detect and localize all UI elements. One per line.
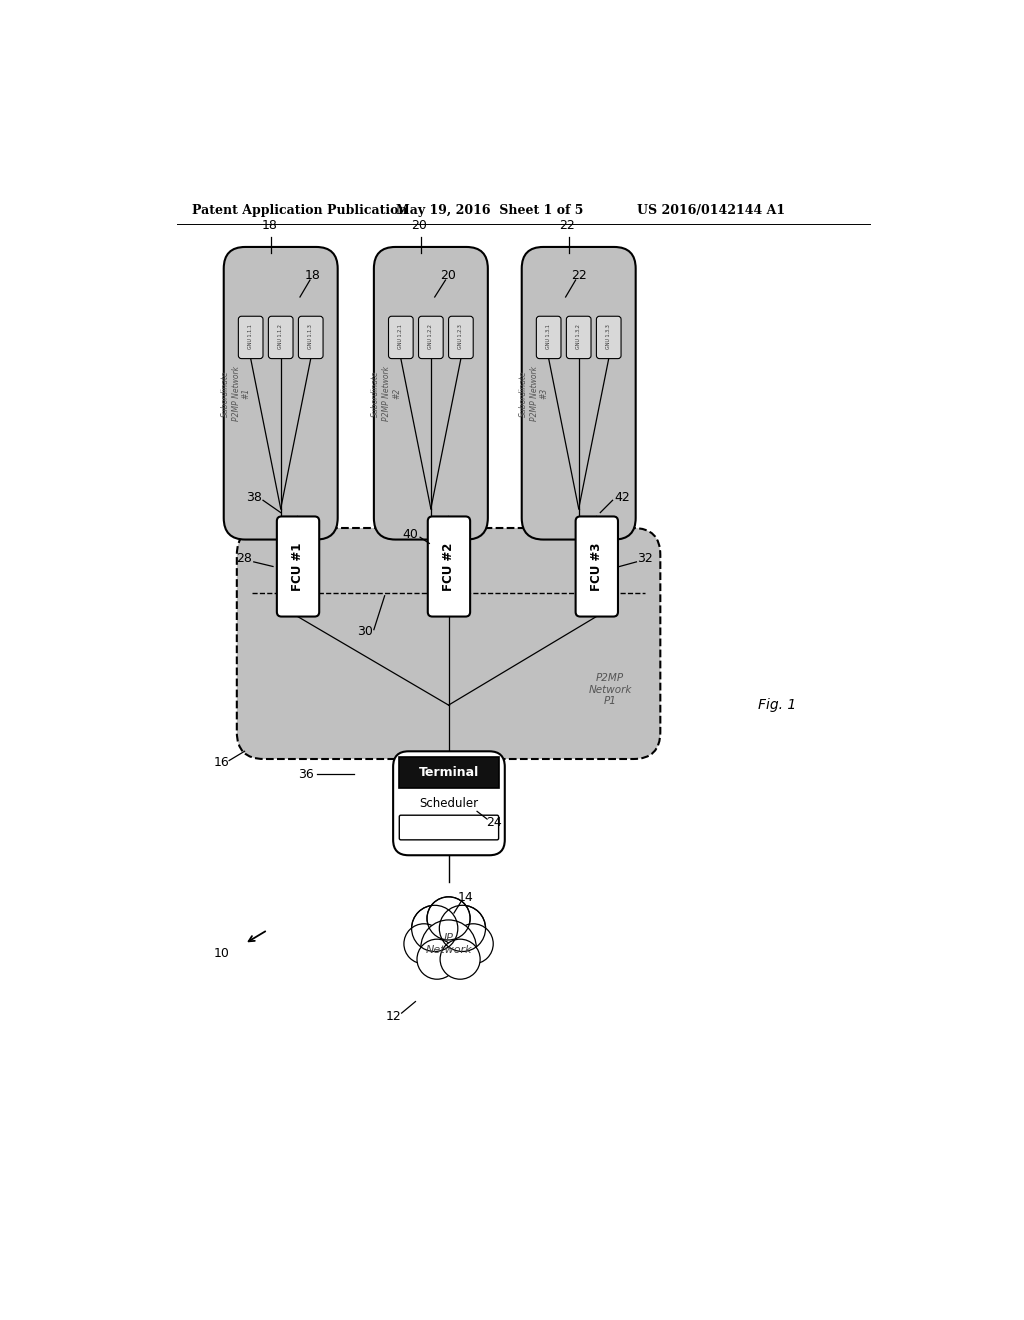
Text: GNU 1.1.3: GNU 1.1.3 <box>308 325 313 350</box>
Text: GNU 1.3.3: GNU 1.3.3 <box>606 325 611 350</box>
FancyBboxPatch shape <box>399 816 499 840</box>
Text: P2MP
Network
P1: P2MP Network P1 <box>589 673 632 706</box>
Text: FCU #3: FCU #3 <box>590 543 603 590</box>
FancyBboxPatch shape <box>374 247 487 540</box>
Text: 16: 16 <box>214 756 229 770</box>
Text: GNU 1.3.2: GNU 1.3.2 <box>577 325 582 350</box>
Text: 42: 42 <box>614 491 630 504</box>
Text: 32: 32 <box>637 552 652 565</box>
FancyBboxPatch shape <box>276 516 319 616</box>
Text: GNU 1.2.2: GNU 1.2.2 <box>428 325 433 350</box>
FancyBboxPatch shape <box>575 516 617 616</box>
FancyBboxPatch shape <box>596 317 621 359</box>
FancyBboxPatch shape <box>237 528 660 759</box>
Text: Patent Application Publication: Patent Application Publication <box>193 205 408 218</box>
Text: IP
Network: IP Network <box>425 933 472 954</box>
Text: 14: 14 <box>458 891 473 904</box>
Text: 38: 38 <box>246 491 262 504</box>
Text: US 2016/0142144 A1: US 2016/0142144 A1 <box>637 205 785 218</box>
Circle shape <box>417 940 457 979</box>
Text: 24: 24 <box>486 816 502 829</box>
Text: 30: 30 <box>357 626 374 639</box>
FancyBboxPatch shape <box>449 317 473 359</box>
FancyBboxPatch shape <box>428 516 470 616</box>
Text: 40: 40 <box>402 528 418 541</box>
Text: GNU 1.3.1: GNU 1.3.1 <box>546 325 551 350</box>
Circle shape <box>454 924 494 964</box>
Circle shape <box>439 906 485 952</box>
Circle shape <box>427 896 470 940</box>
FancyBboxPatch shape <box>393 751 505 855</box>
FancyBboxPatch shape <box>566 317 591 359</box>
FancyBboxPatch shape <box>388 317 413 359</box>
Text: Subordinate
P2MP Network
#1: Subordinate P2MP Network #1 <box>221 366 251 421</box>
Circle shape <box>440 940 480 979</box>
Text: GNU 1.2.1: GNU 1.2.1 <box>398 325 403 350</box>
FancyBboxPatch shape <box>419 317 443 359</box>
Text: Scheduler: Scheduler <box>419 797 478 810</box>
Text: Subordinate
P2MP Network
#2: Subordinate P2MP Network #2 <box>372 366 401 421</box>
Text: 12: 12 <box>386 1010 401 1023</box>
Text: 22: 22 <box>570 269 587 282</box>
FancyBboxPatch shape <box>298 317 323 359</box>
Text: Subordinate
P2MP Network
#3: Subordinate P2MP Network #3 <box>519 366 549 421</box>
FancyBboxPatch shape <box>223 247 338 540</box>
Text: 18: 18 <box>304 269 321 282</box>
Text: 22: 22 <box>559 219 575 232</box>
Text: 20: 20 <box>440 269 456 282</box>
Circle shape <box>421 920 476 975</box>
Text: Fig. 1: Fig. 1 <box>758 698 797 711</box>
FancyBboxPatch shape <box>239 317 263 359</box>
Text: 20: 20 <box>412 219 427 232</box>
Text: 28: 28 <box>237 552 253 565</box>
Text: May 19, 2016  Sheet 1 of 5: May 19, 2016 Sheet 1 of 5 <box>396 205 584 218</box>
FancyBboxPatch shape <box>537 317 561 359</box>
Circle shape <box>403 924 444 964</box>
Text: GNU 1.1.1: GNU 1.1.1 <box>248 325 253 350</box>
Text: 18: 18 <box>261 219 278 232</box>
FancyBboxPatch shape <box>268 317 293 359</box>
Text: 10: 10 <box>213 946 229 960</box>
Text: 36: 36 <box>298 768 314 781</box>
Circle shape <box>412 906 458 952</box>
Text: FCU #2: FCU #2 <box>442 543 455 590</box>
Text: GNU 1.1.2: GNU 1.1.2 <box>279 325 284 350</box>
FancyBboxPatch shape <box>521 247 636 540</box>
Text: Terminal: Terminal <box>419 767 478 779</box>
Text: FCU #1: FCU #1 <box>291 543 304 590</box>
Text: GNU 1.2.3: GNU 1.2.3 <box>459 325 464 350</box>
Bar <box>399 758 499 788</box>
